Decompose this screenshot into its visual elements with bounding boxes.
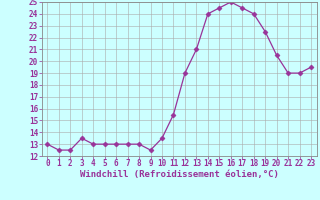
X-axis label: Windchill (Refroidissement éolien,°C): Windchill (Refroidissement éolien,°C)	[80, 170, 279, 179]
